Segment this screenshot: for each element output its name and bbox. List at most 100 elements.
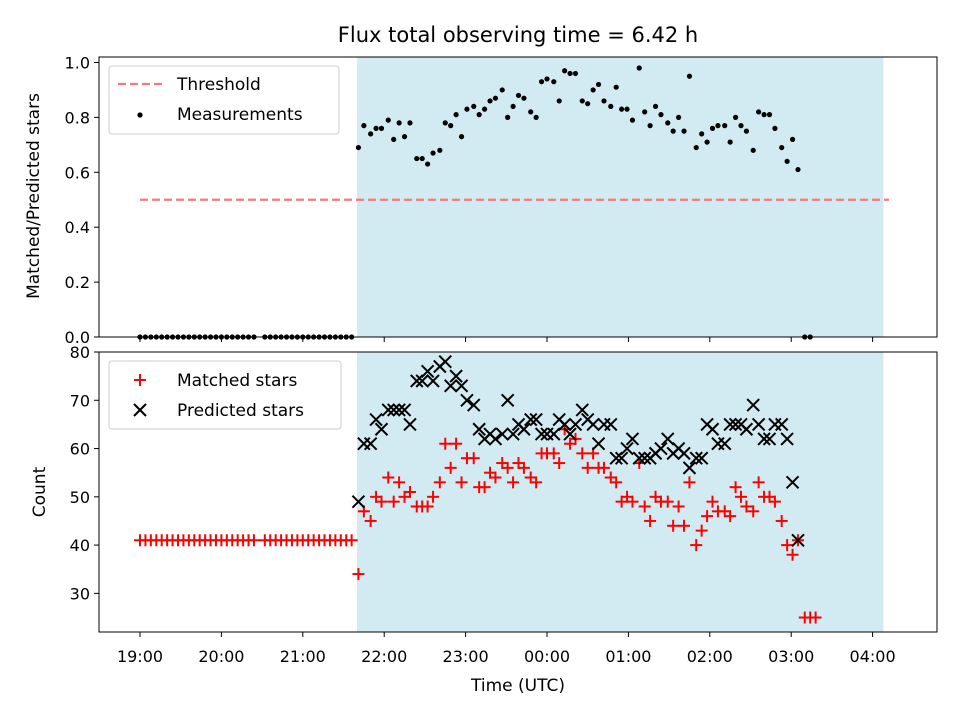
- matched-star-point: [393, 476, 406, 489]
- measurement-point: [476, 112, 482, 118]
- x-tick-label: 00:00: [524, 647, 570, 666]
- x-tick-label: 23:00: [443, 647, 489, 666]
- x-tick-label: 02:00: [687, 647, 733, 666]
- measurement-point: [613, 84, 619, 90]
- measurement-point: [601, 98, 607, 104]
- predicted-star-point: [791, 533, 805, 547]
- y-axis-label-bottom: Count: [30, 466, 50, 517]
- matched-star-point: [768, 495, 781, 508]
- y-tick-label: 40: [70, 536, 90, 555]
- matched-star-point: [478, 481, 491, 494]
- predicted-star-point: [438, 354, 452, 369]
- measurement-point: [590, 87, 596, 93]
- measurement-point: [378, 125, 385, 131]
- measurement-point: [481, 106, 488, 112]
- measurement-point: [750, 147, 756, 153]
- measurement-point: [681, 128, 687, 134]
- measurement-point: [772, 125, 778, 131]
- predicted-star-point: [557, 417, 572, 432]
- predicted-star-point: [568, 417, 583, 432]
- predicted-star-point: [563, 427, 577, 441]
- measurement-point: [401, 134, 408, 140]
- measurement-point: [743, 128, 750, 134]
- predicted-star-point: [420, 364, 435, 379]
- predicted-star-point: [386, 403, 401, 417]
- predicted-star-point: [410, 374, 424, 388]
- x-tick-label: 19:00: [117, 647, 163, 666]
- measurement-point: [642, 109, 648, 115]
- predicted-star-point: [495, 427, 509, 441]
- matched-star-point: [352, 568, 365, 581]
- matched-star-point: [364, 514, 377, 527]
- matched-star-point: [433, 476, 446, 489]
- measurement-point: [693, 144, 699, 151]
- measurement-point: [437, 147, 443, 153]
- matched-star-point: [729, 481, 742, 494]
- measurement-point: [795, 166, 801, 173]
- measurement-point: [368, 131, 374, 137]
- matched-star-point: [786, 548, 799, 561]
- x-ticks-top: [139, 337, 874, 342]
- measurement-point: [624, 106, 630, 112]
- matched-star-point: [450, 437, 463, 450]
- y-tick-label: 0.8: [65, 108, 90, 127]
- predicted-star-point: [547, 427, 561, 441]
- matched-star-point: [345, 534, 358, 547]
- predicted-star-point: [637, 451, 652, 465]
- matched-star-point: [667, 519, 680, 532]
- observing-span-top: [357, 57, 884, 337]
- measurement-point: [699, 131, 705, 137]
- legend-predicted-swatch: [133, 403, 147, 417]
- predicted-star-point: [728, 417, 743, 432]
- legend-measurements-swatch: [137, 112, 143, 118]
- matched-star-point: [747, 505, 760, 518]
- matched-star-point: [553, 457, 566, 470]
- predicted-star-point: [604, 417, 618, 432]
- measurement-point: [528, 109, 534, 115]
- predicted-star-point: [369, 412, 383, 427]
- predicted-star-point: [677, 446, 691, 461]
- matched-star-point: [626, 495, 639, 508]
- matched-star-point: [775, 514, 788, 527]
- matched-star-point: [706, 495, 719, 508]
- measurement-point: [629, 117, 636, 123]
- measurement-point: [652, 103, 659, 110]
- measurement-point: [448, 123, 454, 129]
- x-tick-label: 04:00: [850, 647, 896, 666]
- matched-star-point: [701, 510, 714, 523]
- y-tick-label: 60: [70, 440, 90, 459]
- predicted-star-point: [609, 451, 623, 465]
- predicted-star-point: [449, 369, 463, 383]
- predicted-star-point: [625, 432, 640, 446]
- measurement-point: [715, 123, 721, 129]
- measurement-point: [430, 150, 436, 156]
- x-ticks-bottom: 19:00 20:00 21:00 22:00 23:00 00:00 01:00 02:00…: [117, 632, 896, 666]
- matched-star-point: [489, 471, 502, 484]
- measurement-point: [538, 79, 545, 85]
- matched-star-point: [809, 611, 822, 624]
- y-tick-label: 0.2: [65, 273, 90, 292]
- matched-star-point: [752, 476, 765, 489]
- predicted-star-point: [443, 379, 458, 393]
- predicted-star-point: [534, 427, 549, 441]
- bottom-marks: [134, 354, 822, 624]
- measurement-point: [355, 144, 362, 151]
- matched-star-point: [547, 447, 560, 460]
- x-tick-label: 22:00: [361, 647, 407, 666]
- measurement-point: [419, 155, 425, 162]
- measurement-point: [585, 101, 591, 107]
- chart-title: Flux total observing time = 6.42 h: [338, 23, 698, 47]
- predicted-star-point: [762, 432, 777, 446]
- y-tick-label: 1.0: [65, 53, 90, 72]
- matched-star-point: [507, 476, 520, 489]
- matched-star-point: [576, 447, 589, 460]
- matched-star-point: [610, 476, 623, 489]
- matched-star-point: [501, 461, 514, 474]
- measurement-point: [779, 144, 785, 151]
- predicted-star-point: [718, 437, 732, 451]
- measurement-point: [361, 123, 367, 129]
- measurement-point: [647, 123, 653, 129]
- matched-star-point: [724, 510, 737, 523]
- legend-matched-label: Matched stars: [177, 371, 297, 391]
- predicted-star-point: [774, 417, 789, 432]
